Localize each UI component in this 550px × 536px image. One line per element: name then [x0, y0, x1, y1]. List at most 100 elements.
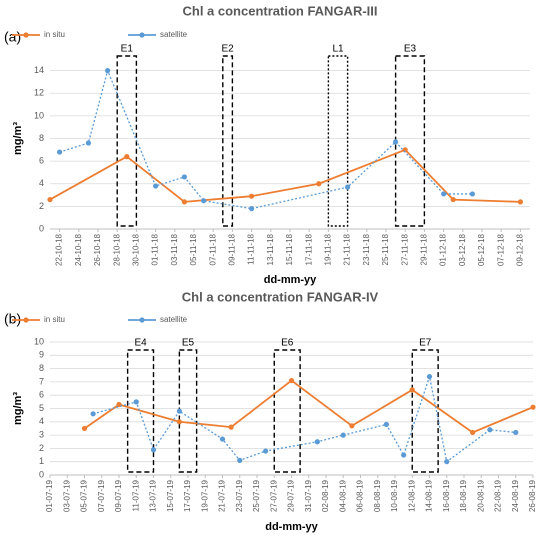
x-tick-label: 19-11-18	[324, 233, 333, 265]
x-tick-label: 04-08-19	[338, 479, 347, 512]
data-point	[176, 419, 182, 425]
data-point	[316, 181, 322, 187]
event-label: E1	[121, 44, 134, 55]
x-axis-title: dd-mm-yy	[265, 521, 318, 533]
x-tick-label: 10-08-19	[390, 479, 399, 512]
data-point	[263, 448, 269, 454]
x-tick-label: 27-07-19	[269, 479, 278, 512]
data-point	[340, 432, 346, 438]
y-tick-label: 0	[39, 469, 44, 479]
data-point	[201, 198, 207, 204]
x-tick-label: 18-08-19	[459, 479, 468, 512]
legend-label: in situ	[44, 315, 65, 324]
event-label: E4	[134, 338, 147, 349]
legend-label: satellite	[160, 315, 188, 324]
y-tick-label: 4	[39, 178, 44, 188]
panel-label: (b)	[4, 311, 21, 327]
legend-marker	[139, 317, 145, 323]
x-tick-label: 25-07-19	[252, 479, 261, 512]
event-box	[273, 349, 301, 473]
x-tick-label: 15-07-19	[166, 479, 175, 512]
event-box	[327, 55, 349, 227]
event-label: E6	[281, 338, 294, 349]
x-tick-label: 23-11-18	[362, 233, 371, 265]
chart-title: Chl a concentration FANGAR-IV	[182, 289, 379, 304]
x-tick-label: 09-11-18	[228, 233, 237, 265]
x-tick-label: 21-07-19	[218, 479, 227, 512]
y-tick-label: 6	[39, 390, 44, 400]
data-point	[444, 459, 450, 465]
y-tick-label: 4	[39, 416, 44, 426]
y-tick-label: 12	[34, 88, 44, 98]
x-tick-label: 07-11-18	[208, 233, 217, 265]
x-tick-label: 17-07-19	[183, 479, 192, 512]
data-point	[219, 436, 226, 442]
x-tick-label: 17-11-18	[304, 233, 313, 265]
x-tick-label: 27-11-18	[400, 233, 409, 265]
data-point	[530, 404, 536, 410]
x-tick-label: 26-08-19	[528, 479, 537, 512]
event-box	[116, 55, 138, 227]
y-tick-label: 6	[39, 156, 44, 166]
x-tick-label: 11-11-18	[247, 233, 256, 264]
x-tick-label: 24-10-18	[74, 233, 83, 266]
x-tick-label: 07-12-18	[496, 233, 505, 266]
data-point	[249, 206, 255, 212]
event-label: E5	[182, 338, 195, 349]
x-tick-label: 03-12-18	[458, 233, 467, 266]
panel-label: (a)	[4, 29, 21, 45]
x-tick-label: 13-07-19	[149, 479, 158, 512]
data-point	[124, 154, 130, 160]
x-tick-label: 05-12-18	[477, 233, 486, 266]
x-tick-label: 16-08-19	[442, 479, 451, 512]
series-line	[83, 379, 534, 434]
x-tick-label: 05-07-19	[80, 479, 89, 512]
chart-panel: Chl a concentration FANGAR-IV (b) 0 1 2 3 4 5 6 7…	[4, 289, 537, 532]
data-point	[85, 140, 91, 146]
data-point	[409, 387, 415, 393]
legend-marker	[23, 32, 29, 38]
x-tick-label: 26-10-18	[93, 233, 102, 266]
x-tick-label: 14-08-19	[425, 479, 434, 512]
data-point	[150, 447, 157, 453]
x-tick-label: 20-08-19	[476, 479, 485, 512]
y-axis-title: mg/m³	[12, 122, 24, 155]
x-tick-label: 09-12-18	[516, 233, 525, 266]
x-tick-label: 05-11-18	[189, 233, 198, 265]
x-tick-label: 07-07-19	[97, 479, 106, 512]
y-tick-label: 7	[39, 376, 44, 386]
data-point	[349, 423, 355, 429]
x-tick-label: 30-10-18	[132, 233, 141, 266]
event-box	[394, 55, 426, 227]
data-point	[228, 424, 234, 430]
legend-marker	[139, 32, 145, 38]
x-axis-title: dd-mm-yy	[264, 274, 317, 286]
x-tick-label: 02-08-19	[321, 479, 330, 512]
data-point	[314, 439, 320, 445]
y-tick-label: 0	[39, 223, 44, 233]
x-tick-label: 12-08-19	[407, 479, 416, 512]
x-tick-label: 31-07-19	[304, 479, 313, 512]
event-label: E7	[419, 338, 432, 349]
x-tick-label: 22-10-18	[55, 233, 64, 266]
x-tick-label: 21-11-18	[343, 233, 352, 265]
x-tick-label: 24-08-19	[511, 479, 520, 512]
y-tick-label: 14	[34, 65, 44, 75]
x-tick-label: 11-07-19	[131, 479, 140, 511]
x-tick-label: 23-07-19	[235, 479, 244, 512]
data-point	[153, 183, 159, 189]
chart-panel: Chl a concentration FANGAR-III (a) 0 2 4 6 8 10…	[4, 3, 530, 286]
data-point	[450, 196, 456, 203]
data-point	[288, 377, 295, 384]
x-tick-label: 08-08-19	[373, 479, 382, 512]
data-point	[470, 429, 476, 436]
data-point	[105, 68, 111, 74]
data-point	[469, 191, 475, 197]
data-point	[57, 149, 63, 155]
y-tick-label: 10	[34, 336, 44, 346]
data-point	[441, 191, 447, 197]
data-point	[90, 411, 96, 417]
x-tick-label: 01-07-19	[45, 479, 54, 512]
event-box	[222, 55, 234, 227]
y-tick-label: 10	[34, 110, 44, 120]
